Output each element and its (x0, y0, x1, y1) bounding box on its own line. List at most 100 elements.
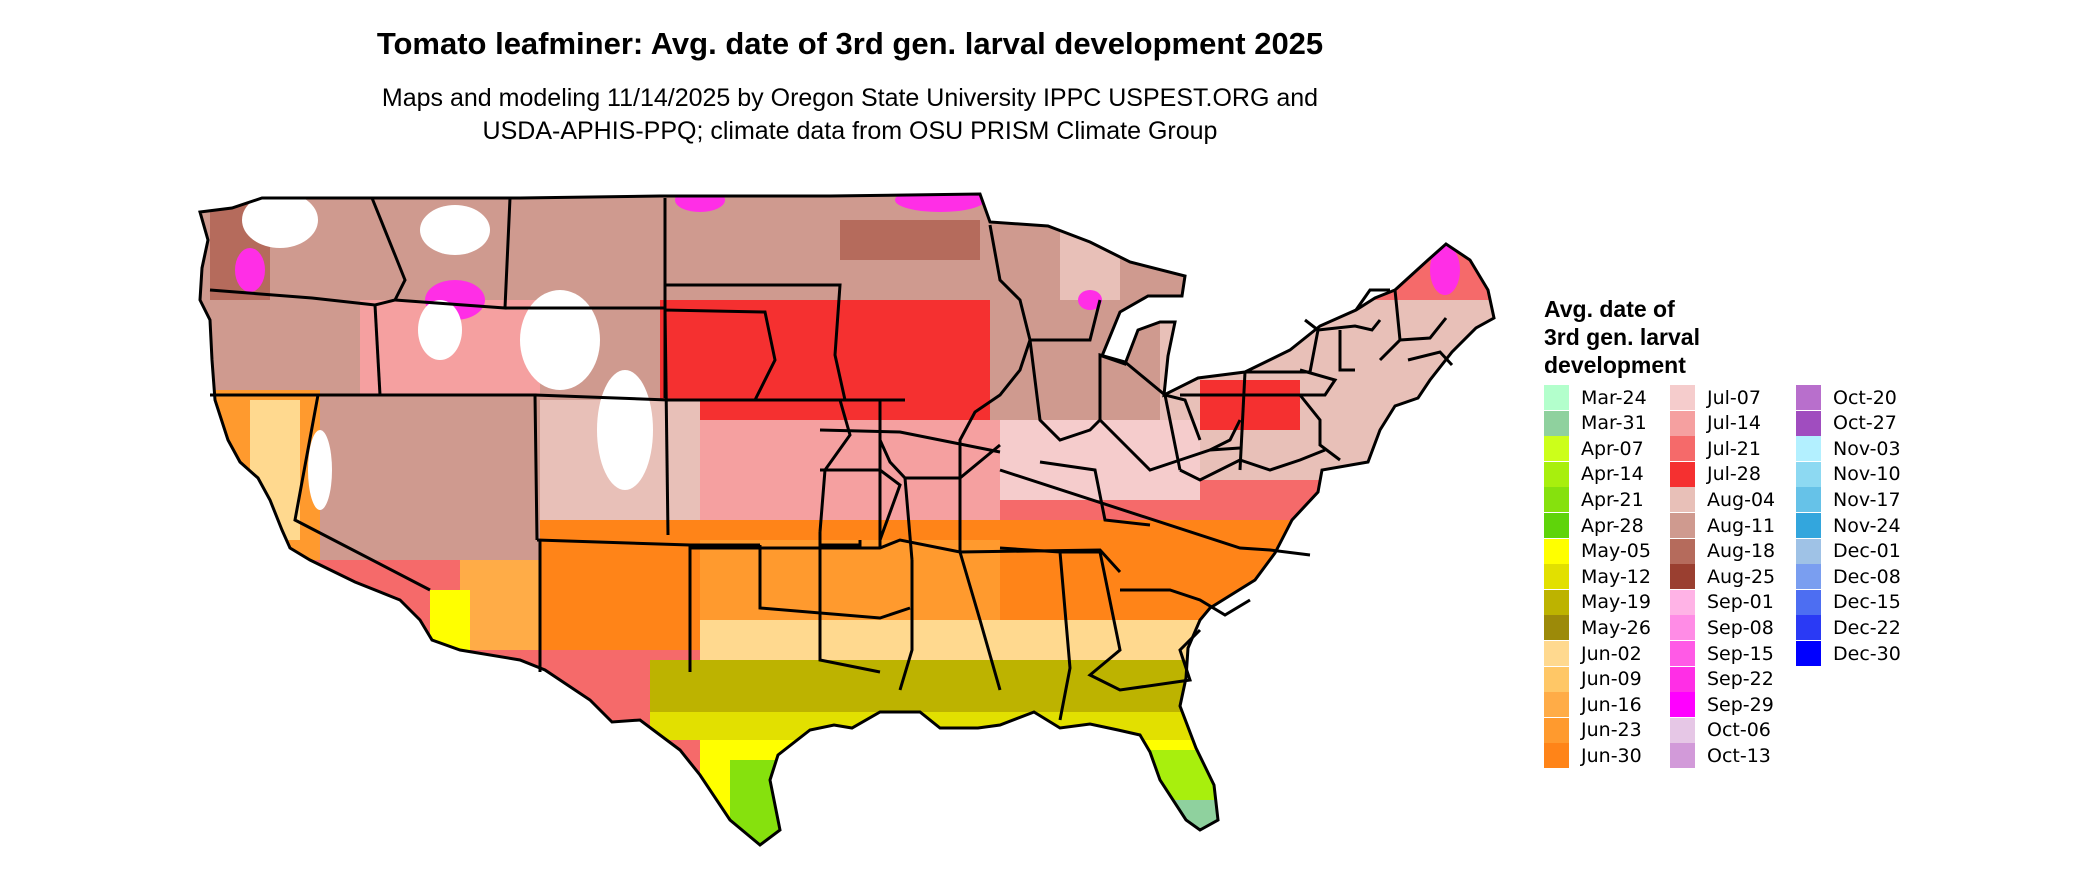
legend-item: Jun-09 (1544, 666, 1642, 692)
legend-label: Nov-17 (1833, 488, 1901, 511)
legend-swatch (1796, 436, 1821, 462)
legend-label: Sep-29 (1707, 693, 1774, 716)
legend-swatch (1670, 461, 1695, 487)
legend-item: Nov-03 (1796, 436, 1901, 462)
map-zone (430, 590, 470, 650)
legend-swatch (1796, 615, 1821, 641)
legend-item: Oct-06 (1670, 717, 1771, 743)
legend-item: Dec-30 (1796, 641, 1901, 666)
legend-item: Nov-17 (1796, 487, 1901, 513)
map-patch (597, 370, 653, 490)
legend-label: Dec-01 (1833, 540, 1901, 563)
legend-item: Apr-21 (1544, 487, 1644, 513)
map-patch (675, 194, 725, 212)
legend: Mar-24 Mar-31 Apr-07 Apr-14 Apr-21 Apr-28 May-… (1544, 385, 2064, 785)
legend-swatch (1544, 487, 1569, 513)
map-subtitle: Maps and modeling 11/14/2025 by Oregon S… (250, 82, 1450, 148)
legend-swatch (1796, 513, 1821, 538)
legend-item: Dec-01 (1796, 538, 1901, 564)
legend-label: Apr-28 (1581, 514, 1644, 537)
legend-swatch (1670, 564, 1695, 590)
map-zone (650, 660, 1300, 712)
map-patch (1430, 245, 1460, 295)
legend-title-line-1: Avg. date of (1544, 296, 1675, 322)
legend-item: Dec-22 (1796, 615, 1901, 641)
legend-label: May-12 (1581, 565, 1651, 588)
legend-label: Jul-21 (1707, 437, 1761, 460)
legend-swatch (1796, 589, 1821, 615)
map-zone (700, 620, 1300, 660)
legend-item: Apr-07 (1544, 436, 1644, 462)
map-zone (460, 560, 540, 650)
map-zone (1000, 420, 1200, 500)
legend-swatch (1544, 743, 1569, 769)
legend-item: May-26 (1544, 615, 1651, 641)
legend-item: Oct-13 (1670, 743, 1771, 769)
legend-label: Sep-15 (1707, 642, 1774, 665)
legend-item: Sep-01 (1670, 589, 1774, 615)
legend-item: Jun-23 (1544, 717, 1642, 743)
subtitle-line-2: USDA-APHIS-PPQ; climate data from OSU PR… (482, 117, 1218, 145)
legend-label: Oct-06 (1707, 719, 1771, 742)
map-patch (242, 194, 318, 248)
legend-item: Aug-25 (1670, 564, 1776, 590)
map-patch (1078, 290, 1102, 310)
legend-label: Jul-07 (1707, 386, 1761, 409)
legend-swatch (1544, 410, 1569, 436)
legend-swatch (1670, 666, 1695, 692)
legend-item: Jul-21 (1670, 436, 1761, 462)
legend-swatch (1670, 538, 1695, 564)
legend-item: Apr-28 (1544, 513, 1644, 538)
legend-item: May-19 (1544, 589, 1651, 615)
legend-swatch (1670, 436, 1695, 462)
map-patch (520, 290, 600, 390)
legend-title-line-2: 3rd gen. larval (1544, 324, 1700, 350)
legend-label: Aug-18 (1707, 540, 1776, 563)
map-patch (235, 248, 265, 292)
subtitle-line-1: Maps and modeling 11/14/2025 by Oregon S… (381, 84, 1319, 112)
legend-swatch (1544, 513, 1569, 538)
legend-label: May-19 (1581, 591, 1651, 614)
map-patch (420, 205, 490, 255)
legend-swatch (1544, 564, 1569, 590)
legend-item: May-12 (1544, 564, 1651, 590)
legend-item: Aug-11 (1670, 513, 1775, 538)
legend-swatch (1544, 615, 1569, 641)
legend-swatch (1796, 487, 1821, 513)
legend-item: Nov-10 (1796, 461, 1901, 487)
legend-label: Dec-15 (1833, 591, 1901, 614)
legend-item: Jun-02 (1544, 641, 1642, 666)
map-zone (660, 300, 1000, 420)
legend-label: Aug-25 (1707, 565, 1776, 588)
legend-swatch (1796, 461, 1821, 487)
legend-swatch (1544, 589, 1569, 615)
legend-swatch (1544, 692, 1569, 718)
legend-swatch (1670, 589, 1695, 615)
legend-item: Mar-31 (1544, 410, 1647, 436)
legend-label: Jul-14 (1707, 412, 1761, 435)
legend-item: Jul-14 (1670, 410, 1761, 436)
legend-label: Dec-08 (1833, 565, 1901, 588)
legend-label: Nov-03 (1833, 437, 1901, 460)
legend-item: Jul-28 (1670, 461, 1761, 487)
legend-label: Apr-14 (1581, 463, 1644, 486)
legend-swatch (1670, 641, 1695, 666)
legend-swatch (1670, 717, 1695, 743)
legend-label: Sep-01 (1707, 591, 1774, 614)
legend-label: May-05 (1581, 540, 1651, 563)
legend-swatch (1544, 666, 1569, 692)
legend-title-line-3: development (1544, 352, 1686, 378)
legend-item: Mar-24 (1544, 385, 1647, 410)
legend-swatch (1796, 410, 1821, 436)
legend-item: Sep-15 (1670, 641, 1774, 666)
legend-item: Sep-22 (1670, 666, 1774, 692)
legend-label: Apr-21 (1581, 488, 1644, 511)
legend-item: Nov-24 (1796, 513, 1901, 538)
legend-swatch (1670, 513, 1695, 538)
legend-item: May-05 (1544, 538, 1651, 564)
legend-label: Nov-10 (1833, 463, 1901, 486)
legend-item: Sep-29 (1670, 692, 1774, 718)
legend-label: Aug-11 (1707, 514, 1776, 537)
legend-label: Dec-22 (1833, 616, 1901, 639)
legend-item: Jul-07 (1670, 385, 1761, 410)
